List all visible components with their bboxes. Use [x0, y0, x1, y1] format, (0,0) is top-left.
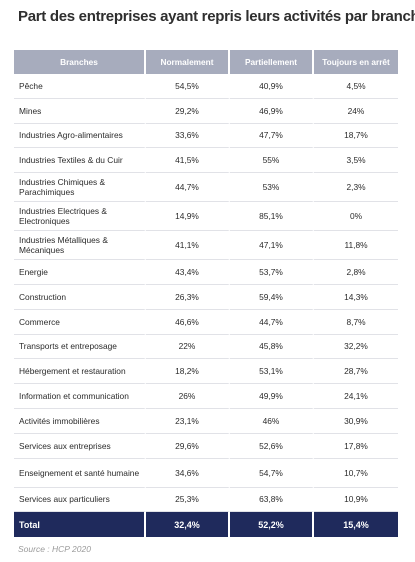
branch-cell: Industries Agro-alimentaires	[14, 123, 146, 149]
header-toujours-en-arret: Toujours en arrêt	[314, 50, 398, 74]
branch-cell: Industries Chimiques & Parachimiques	[14, 173, 146, 203]
header-branches: Branches	[14, 50, 146, 74]
normalement-cell: 26,3%	[146, 284, 230, 310]
normalement-cell: 29,2%	[146, 98, 230, 124]
branch-cell: Construction	[14, 284, 146, 310]
partiellement-cell: 46%	[230, 408, 314, 434]
normalement-cell: 29,6%	[146, 433, 230, 459]
arret-cell: 30,9%	[314, 409, 398, 434]
partiellement-cell: 49,9%	[230, 384, 314, 409]
arret-cell: 10,9%	[314, 488, 398, 513]
normalement-cell: 33,6%	[146, 123, 230, 149]
table-row: Mines 29,2% 46,9% 24%	[14, 98, 398, 124]
table-header-row: Branches Normalement Partiellement Toujo…	[14, 50, 398, 74]
arret-cell: 3,5%	[314, 148, 398, 174]
arret-cell: 0%	[314, 202, 398, 232]
branch-cell: Transports et entreposage	[14, 334, 146, 360]
arret-cell: 10,7%	[314, 459, 398, 488]
total-arret: 15,4%	[314, 512, 398, 538]
normalement-cell: 34,6%	[146, 458, 230, 488]
branch-cell: Activités immobilières	[14, 408, 146, 434]
arret-cell: 14,3%	[314, 285, 398, 310]
table-row: Services aux entreprises 29,6% 52,6% 17,…	[14, 433, 398, 459]
total-label: Total	[14, 512, 146, 538]
table-row: Activités immobilières 23,1% 46% 30,9%	[14, 408, 398, 434]
branch-cell: Industries Textiles & du Cuir	[14, 148, 146, 174]
arret-cell: 24,1%	[314, 384, 398, 409]
normalement-cell: 41,5%	[146, 148, 230, 174]
table-row: Energie 43,4% 53,7% 2,8%	[14, 260, 398, 285]
normalement-cell: 14,9%	[146, 202, 230, 232]
table-row: Industries Métalliques & Mécaniques 41,1…	[14, 231, 398, 261]
partiellement-cell: 54,7%	[230, 458, 314, 488]
page-title: Part des entreprises ayant repris leurs …	[18, 8, 415, 25]
partiellement-cell: 59,4%	[230, 284, 314, 310]
partiellement-cell: 55%	[230, 148, 314, 174]
arret-cell: 32,2%	[314, 335, 398, 360]
header-partiellement: Partiellement	[230, 50, 314, 74]
normalement-cell: 41,1%	[146, 231, 230, 261]
branch-cell: Enseignement et santé humaine	[14, 458, 146, 488]
partiellement-cell: 85,1%	[230, 202, 314, 232]
normalement-cell: 22%	[146, 334, 230, 360]
partiellement-cell: 53,1%	[230, 359, 314, 385]
source-note: Source : HCP 2020	[18, 544, 91, 554]
table-row: Pêche 54,5% 40,9% 4,5%	[14, 74, 398, 99]
total-normalement: 32,4%	[146, 512, 230, 538]
normalement-cell: 26%	[146, 384, 230, 409]
branch-cell: Services aux entreprises	[14, 433, 146, 459]
table-row: Information et communication 26% 49,9% 2…	[14, 384, 398, 409]
partiellement-cell: 53,7%	[230, 260, 314, 285]
arret-cell: 28,7%	[314, 359, 398, 385]
partiellement-cell: 44,7%	[230, 309, 314, 335]
branch-cell: Industries Métalliques & Mécaniques	[14, 231, 146, 261]
total-row: Total 32,4% 52,2% 15,4%	[14, 512, 398, 538]
partiellement-cell: 40,9%	[230, 74, 314, 99]
table-row: Construction 26,3% 59,4% 14,3%	[14, 284, 398, 310]
partiellement-cell: 47,1%	[230, 231, 314, 261]
branch-cell: Industries Electriques & Electroniques	[14, 202, 146, 232]
normalement-cell: 54,5%	[146, 74, 230, 99]
arret-cell: 2,3%	[314, 173, 398, 203]
normalement-cell: 18,2%	[146, 359, 230, 385]
arret-cell: 2,8%	[314, 260, 398, 285]
partiellement-cell: 46,9%	[230, 98, 314, 124]
table-row: Services aux particuliers 25,3% 63,8% 10…	[14, 487, 398, 513]
table-row: Industries Agro-alimentaires 33,6% 47,7%…	[14, 123, 398, 149]
header-normalement: Normalement	[146, 50, 230, 74]
branch-cell: Information et communication	[14, 384, 146, 409]
partiellement-cell: 47,7%	[230, 123, 314, 149]
arret-cell: 8,7%	[314, 310, 398, 335]
normalement-cell: 43,4%	[146, 260, 230, 285]
partiellement-cell: 45,8%	[230, 334, 314, 360]
arret-cell: 18,7%	[314, 124, 398, 149]
table-row: Enseignement et santé humaine 34,6% 54,7…	[14, 458, 398, 488]
branch-cell: Pêche	[14, 74, 146, 99]
branch-cell: Commerce	[14, 309, 146, 335]
branch-cell: Hébergement et restauration	[14, 359, 146, 385]
table-row: Industries Textiles & du Cuir 41,5% 55% …	[14, 148, 398, 174]
table-row: Hébergement et restauration 18,2% 53,1% …	[14, 359, 398, 385]
partiellement-cell: 52,6%	[230, 433, 314, 459]
arret-cell: 24%	[314, 99, 398, 124]
table-row: Transports et entreposage 22% 45,8% 32,2…	[14, 334, 398, 360]
table-row: Industries Chimiques & Parachimiques 44,…	[14, 173, 398, 203]
normalement-cell: 25,3%	[146, 487, 230, 513]
partiellement-cell: 63,8%	[230, 487, 314, 513]
arret-cell: 17,8%	[314, 434, 398, 459]
branch-cell: Energie	[14, 260, 146, 285]
arret-cell: 11,8%	[314, 231, 398, 261]
branch-cell: Mines	[14, 98, 146, 124]
normalement-cell: 44,7%	[146, 173, 230, 203]
branch-cell: Services aux particuliers	[14, 487, 146, 513]
total-partiellement: 52,2%	[230, 512, 314, 538]
table-row: Commerce 46,6% 44,7% 8,7%	[14, 309, 398, 335]
normalement-cell: 46,6%	[146, 309, 230, 335]
arret-cell: 4,5%	[314, 74, 398, 99]
activity-table: Branches Normalement Partiellement Toujo…	[14, 50, 398, 538]
partiellement-cell: 53%	[230, 173, 314, 203]
normalement-cell: 23,1%	[146, 408, 230, 434]
table-row: Industries Electriques & Electroniques 1…	[14, 202, 398, 232]
